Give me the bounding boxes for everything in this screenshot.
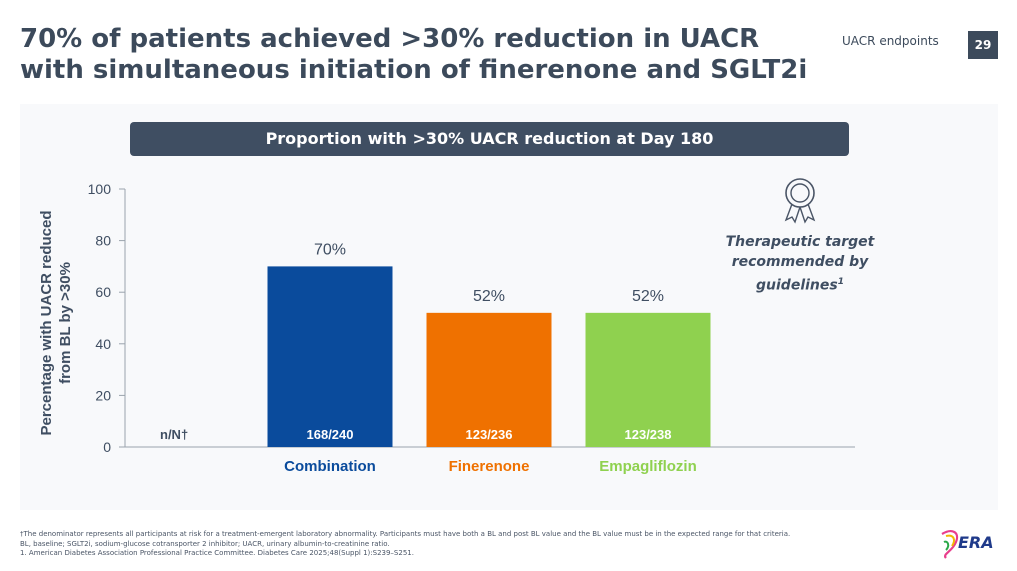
x-category-label: Combination [284,458,376,475]
bar-nn-label: 123/236 [466,427,513,442]
bar-nn-label: 123/238 [625,427,672,442]
y-tick-label: 0 [103,439,111,455]
therapeutic-target-ref: 1 [837,277,844,287]
bar-value-label: 52% [632,288,664,305]
y-tick-label: 100 [88,181,112,197]
y-tick-label: 80 [95,233,111,249]
bar-combination [267,266,393,447]
y-tick-label: 40 [95,336,111,352]
era-logo-text: ERA [958,533,994,552]
era-logo [941,530,959,559]
therapeutic-target-note: Therapeutic target recommended by guidel… [712,232,888,296]
x-category-label: Empagliflozin [599,458,697,475]
y-axis-label: Percentage with UACR reduced from BL by >… [38,210,74,435]
page-number: 29 [968,31,998,59]
chart-banner: Proportion with >30% UACR reduction at D… [130,122,849,156]
therapeutic-target-text: Therapeutic target recommended by guidel… [725,234,875,294]
bar-nn-label: 168/240 [307,427,354,442]
nn-label: n/N† [160,427,188,442]
x-category-label: Finerenone [449,458,530,475]
bar-chart: 0 20 40 60 80 100 Percentage with UACR reduced… [38,181,855,475]
footnote-2: BL, baseline; SGLT2i, sodium-glucose cot… [20,539,390,548]
footnote-3: 1. American Diabetes Association Profess… [20,549,414,557]
y-tick-label: 60 [95,284,111,300]
section-tag: UACR endpoints [842,34,939,48]
bar-empagliflozin [585,312,711,447]
bar-finerenone [426,312,552,447]
footnote-1: †The denominator represents all particip… [20,530,791,538]
page-title: 70% of patients achieved >30% reduction … [20,24,808,85]
footnotes: †The denominator represents all particip… [20,530,920,559]
bar-value-label: 70% [314,241,346,258]
bar-value-label: 52% [473,288,505,305]
y-tick-label: 20 [95,387,111,403]
award-ribbon-icon [784,178,816,224]
